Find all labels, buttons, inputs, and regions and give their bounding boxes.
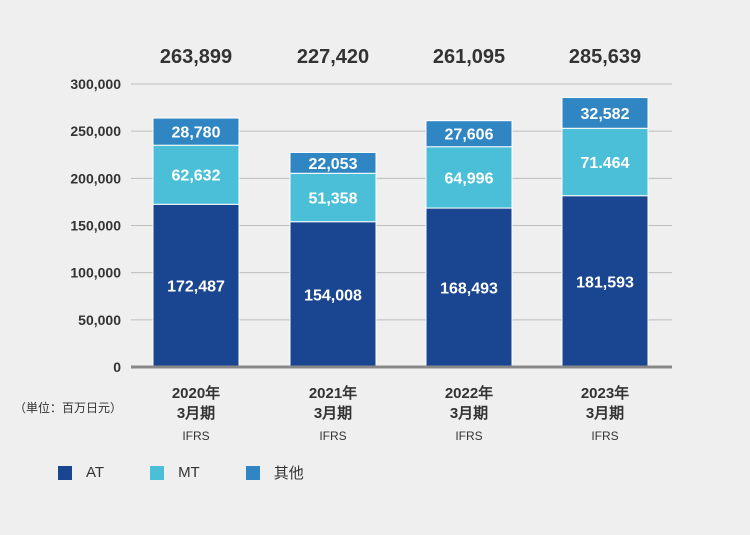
x-category-period: 3月期 [450,404,488,422]
legend-swatch-other [245,465,260,480]
y-tick-label: 250,000 [70,123,121,139]
legend-label-other: 其他 [273,465,304,482]
legend-label-at: AT [86,464,105,481]
x-category-standard: IFRS [455,429,482,443]
x-category-year: 2020年 [172,384,220,402]
data-label-other: 22,053 [309,156,358,173]
legend-swatch-at [58,465,72,480]
x-category-standard: IFRS [591,429,618,443]
x-category-year: 2021年 [309,384,357,402]
legend-item-mt: MT [150,464,200,481]
y-tick-label: 150,000 [70,218,121,234]
bar-segment-other [152,117,240,146]
y-tick-label: 300,000 [70,76,121,92]
y-tick-label: 200,000 [70,170,121,186]
legend-label-mt: MT [178,464,200,481]
bar-segment-mt [152,144,240,205]
legend-item-at: AT [58,464,104,481]
unit-label: （単位：百万日元） [14,401,123,415]
data-label-other: 32,582 [581,106,630,123]
data-label-at: 154,008 [304,287,362,304]
bar-segment-mt [289,172,377,223]
y-tick-label: 100,000 [70,265,121,281]
legend-swatch-mt [150,465,165,480]
x-category-year: 2022年 [445,384,493,402]
bar-segment-other [289,151,377,174]
x-category-standard: IFRS [182,429,209,443]
data-label-mt: 51,358 [309,190,358,207]
bar-segment-other [561,97,649,129]
x-category-year: 2023年 [581,384,629,402]
data-label-other: 28,780 [172,125,221,142]
data-label-mt: 64,996 [445,170,494,187]
bar-segment-mt [561,127,649,197]
x-category-period: 3月期 [314,404,352,422]
data-label-mt: 71.464 [581,155,630,172]
data-label-at: 181,593 [576,274,634,291]
data-label-other: 27,606 [445,127,494,144]
total-label: 261,095 [433,46,505,68]
data-label-at: 172,487 [167,279,225,296]
data-label-at: 168,493 [440,281,498,298]
legend-item-other: 其他 [245,462,304,483]
data-label-mt: 62,632 [172,168,221,185]
y-tick-label: 0 [113,359,121,375]
x-category-period: 3月期 [586,404,624,422]
total-label: 227,420 [297,46,369,68]
bar-segment-at [425,207,513,368]
x-category-period: 3月期 [177,404,215,422]
x-category-standard: IFRS [319,429,346,443]
total-label: 285,639 [569,46,641,68]
y-tick-label: 50,000 [78,312,121,328]
bar-segment-at [561,195,649,368]
total-label: 263,899 [160,46,232,68]
bar-segment-other [425,120,513,148]
chart-legend: AT MT 其他 [58,462,350,483]
